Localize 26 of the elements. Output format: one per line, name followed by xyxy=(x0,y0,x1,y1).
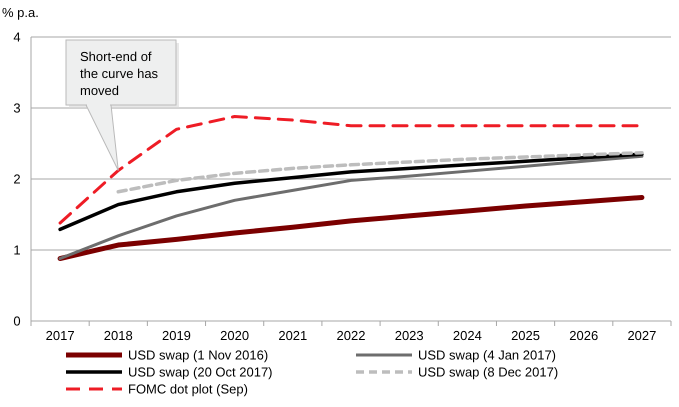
x-tick-label: 2022 xyxy=(336,328,366,343)
x-tick-label: 2023 xyxy=(394,328,424,343)
y-tick-label: 1 xyxy=(13,242,21,258)
line-series xyxy=(116,150,644,194)
x-tick-label: 2026 xyxy=(569,328,598,343)
line-series xyxy=(58,154,644,260)
x-tick-label: 2021 xyxy=(278,328,308,343)
x-tick-label: 2020 xyxy=(220,328,250,343)
x-tick-label: 2019 xyxy=(162,328,191,343)
legend-label: USD swap (4 Jan 2017) xyxy=(418,348,556,363)
line-series xyxy=(58,152,644,232)
y-tick-label: 2 xyxy=(13,172,21,187)
legend-label: USD swap (8 Dec 2017) xyxy=(418,364,558,380)
x-tick-label: 2024 xyxy=(452,328,482,343)
x-tick-label: 2018 xyxy=(104,328,133,343)
x-tick-label: 2025 xyxy=(511,328,540,343)
x-tick-label: 2017 xyxy=(46,328,75,343)
y-tick-label: 3 xyxy=(13,100,21,116)
legend-label: USD swap (1 Nov 2016) xyxy=(128,348,268,363)
legend-label: USD swap (20 Oct 2017) xyxy=(128,364,273,380)
legend-label: FOMC dot plot (Sep) xyxy=(128,382,248,397)
y-tick-label: 0 xyxy=(13,314,21,329)
y-tick-label: 4 xyxy=(13,30,21,45)
annotation: Short-end of the curve has moved xyxy=(80,49,159,98)
y-axis-title: % p.a. xyxy=(2,5,39,20)
x-tick-label: 2027 xyxy=(627,328,656,343)
